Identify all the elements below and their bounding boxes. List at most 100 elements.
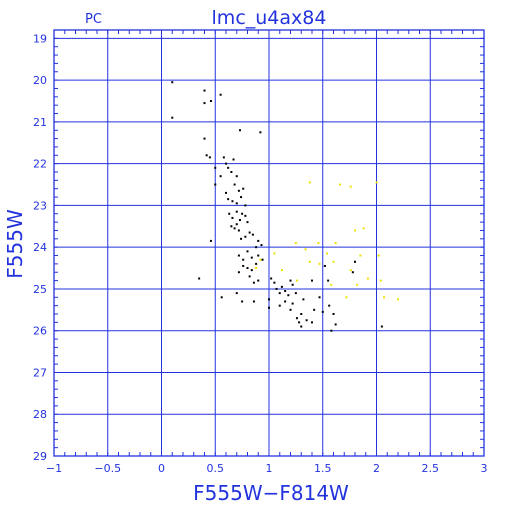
data-point bbox=[349, 269, 352, 272]
data-point bbox=[246, 221, 249, 224]
data-point bbox=[244, 214, 247, 217]
data-point bbox=[300, 325, 303, 328]
data-point bbox=[237, 271, 240, 274]
data-point bbox=[278, 304, 281, 307]
y-tick-label: 24 bbox=[33, 241, 47, 254]
data-point bbox=[171, 116, 174, 119]
data-point bbox=[241, 300, 244, 303]
data-point bbox=[237, 189, 240, 192]
x-tick-label: 1.5 bbox=[314, 462, 332, 475]
data-point bbox=[356, 283, 359, 286]
data-point bbox=[294, 292, 297, 295]
data-point bbox=[270, 277, 273, 280]
data-point bbox=[308, 181, 311, 184]
data-point bbox=[330, 283, 333, 286]
data-point bbox=[252, 281, 255, 284]
data-point bbox=[295, 279, 298, 282]
data-point bbox=[242, 264, 245, 267]
y-axis-label: F555W bbox=[3, 209, 27, 279]
data-point bbox=[326, 252, 329, 255]
data-point bbox=[377, 254, 380, 257]
data-point bbox=[289, 308, 292, 311]
data-point bbox=[242, 258, 245, 261]
data-point bbox=[227, 166, 230, 169]
data-points bbox=[171, 81, 399, 332]
data-point bbox=[278, 292, 281, 295]
data-point bbox=[248, 231, 251, 234]
data-point bbox=[305, 319, 308, 322]
data-point bbox=[250, 256, 253, 259]
data-point bbox=[252, 300, 255, 303]
data-point bbox=[241, 212, 244, 215]
data-point bbox=[311, 279, 313, 282]
x-tick-label: 1 bbox=[266, 462, 273, 475]
data-point bbox=[280, 269, 283, 272]
data-point bbox=[238, 219, 241, 222]
data-point bbox=[259, 258, 262, 261]
data-point bbox=[261, 258, 264, 261]
y-tick-label: 25 bbox=[33, 283, 47, 296]
data-point bbox=[214, 183, 217, 186]
y-tick-label: 29 bbox=[33, 450, 47, 463]
y-tick-label: 20 bbox=[33, 74, 47, 87]
data-point bbox=[379, 279, 382, 282]
data-point bbox=[366, 277, 369, 280]
data-point bbox=[349, 185, 352, 188]
data-point bbox=[311, 321, 313, 324]
data-point bbox=[240, 237, 243, 240]
data-point bbox=[259, 131, 262, 134]
data-point bbox=[255, 262, 258, 265]
data-point bbox=[255, 246, 258, 249]
data-point bbox=[235, 175, 238, 178]
data-point bbox=[225, 191, 227, 194]
data-point bbox=[237, 229, 240, 232]
data-point bbox=[232, 158, 235, 161]
data-point bbox=[235, 292, 238, 295]
data-point bbox=[237, 254, 240, 257]
data-point bbox=[244, 235, 247, 238]
data-point bbox=[235, 223, 238, 226]
data-point bbox=[203, 137, 206, 140]
data-point bbox=[209, 239, 212, 242]
y-tick-label: 19 bbox=[33, 32, 47, 45]
data-point bbox=[242, 187, 245, 190]
data-point bbox=[220, 296, 223, 299]
data-point bbox=[280, 285, 283, 288]
y-tick-label: 27 bbox=[33, 366, 47, 379]
data-point bbox=[214, 166, 217, 169]
data-point bbox=[334, 323, 337, 326]
data-point bbox=[225, 162, 227, 165]
y-tick-label: 28 bbox=[33, 408, 47, 421]
data-point bbox=[362, 227, 365, 230]
data-point bbox=[233, 183, 236, 186]
data-point bbox=[235, 202, 238, 205]
data-point bbox=[318, 296, 321, 299]
data-point bbox=[294, 242, 297, 244]
data-point bbox=[230, 171, 233, 173]
data-point bbox=[260, 244, 263, 247]
data-point bbox=[203, 89, 206, 92]
data-point bbox=[233, 227, 236, 230]
data-point bbox=[268, 306, 270, 309]
chart-title: lmc_u4ax84 bbox=[212, 7, 327, 29]
x-tick-label: 3 bbox=[481, 462, 488, 475]
data-point bbox=[246, 250, 249, 253]
data-point bbox=[317, 242, 320, 244]
data-point bbox=[354, 260, 356, 263]
chart-corner-label: PC bbox=[85, 12, 102, 27]
data-point bbox=[291, 302, 294, 305]
data-point bbox=[208, 156, 211, 159]
data-point bbox=[228, 212, 231, 215]
data-point bbox=[287, 294, 290, 297]
x-axis-label: F555W−F814W bbox=[193, 481, 349, 505]
data-point bbox=[244, 204, 247, 207]
data-point bbox=[198, 277, 201, 280]
x-tick-label: 0.5 bbox=[207, 462, 225, 475]
data-point bbox=[275, 287, 278, 290]
data-point bbox=[231, 216, 234, 219]
data-point bbox=[235, 210, 238, 213]
data-point bbox=[327, 279, 330, 282]
data-point bbox=[219, 93, 222, 96]
data-point bbox=[230, 225, 233, 228]
